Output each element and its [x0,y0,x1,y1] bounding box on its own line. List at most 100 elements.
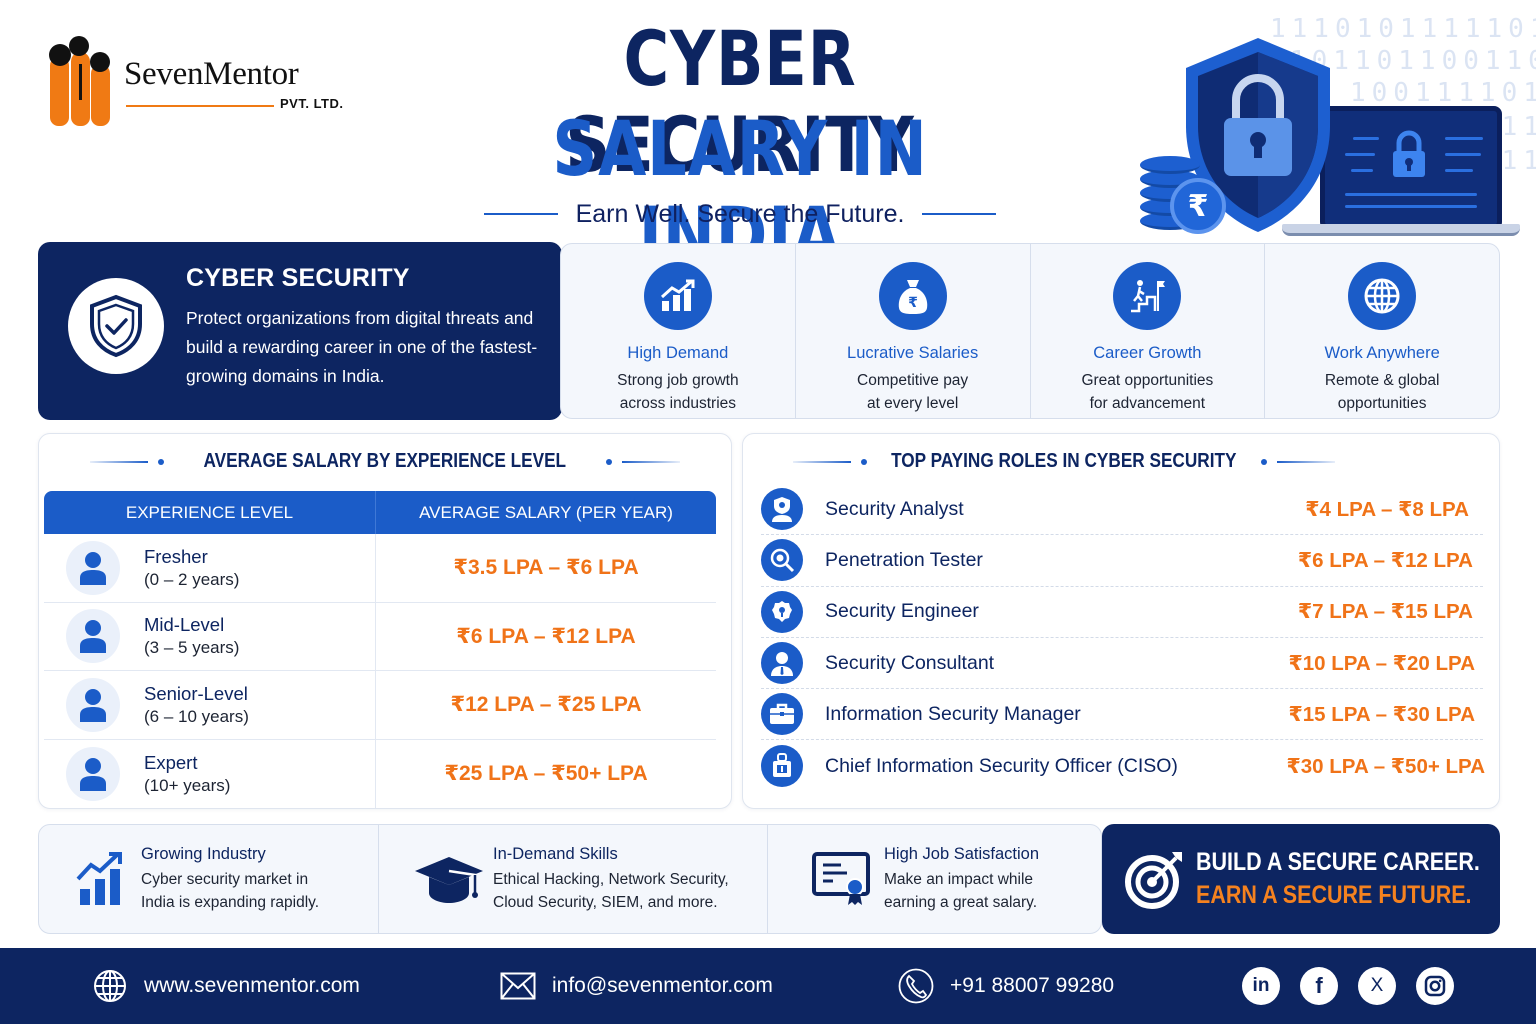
footer-website[interactable]: www.sevenmentor.com [92,948,360,1024]
column-header: AVERAGE SALARY (PER YEAR) [419,502,673,522]
footer-phone[interactable]: +91 88007 99280 [898,948,1114,1024]
brand-logo: SevenMentor PVT. LTD. [44,34,364,134]
list-item: Penetration Tester ₹6 LPA – ₹12 LPA [761,535,1483,587]
highlight-growing-industry: Growing Industry Cyber security market i… [39,825,379,933]
email-link[interactable]: info@sevenmentor.com [552,974,773,997]
column-header: EXPERIENCE LEVEL [44,491,376,534]
money-bag-icon: ₹ [878,262,947,330]
role-salary: ₹4 LPA – ₹8 LPA [1305,497,1469,521]
feature-high-demand: High Demand Strong job growth across indu… [561,244,796,418]
page-title-line1: CYBER SECURITY [565,14,915,189]
laptop-lock-icon [1320,106,1502,230]
role-salary: ₹10 LPA – ₹20 LPA [1288,651,1475,675]
role-name: Security Analyst [825,497,964,520]
list-item: Security Consultant ₹10 LPA – ₹20 LPA [761,638,1483,690]
id-badge-icon [761,745,803,788]
role-salary: ₹6 LPA – ₹12 LPA [1297,548,1473,572]
role-name: Chief Information Security Officer (CISO… [825,754,1178,777]
feature-strip: High Demand Strong job growth across indu… [560,243,1500,419]
graduation-cap-icon [405,851,493,907]
feature-desc: Strong job growth across industries [617,372,739,412]
heading-dot [158,458,165,465]
role-salary: ₹7 LPA – ₹15 LPA [1297,600,1473,624]
brand-name: SevenMentor [124,56,299,92]
feature-desc: Remote & global opportunities [1324,372,1440,412]
role-salary: ₹15 LPA – ₹30 LPA [1288,702,1475,726]
intro-text: Protect organizations from digital threa… [186,308,538,386]
globe-icon [1348,262,1417,330]
role-name: Security Engineer [825,600,979,623]
cta-banner[interactable]: BUILD A SECURE CAREER. EARN A SECURE FUT… [1102,824,1500,934]
highlight-desc: Make an impact while earning a great sala… [884,870,1038,911]
facebook-icon[interactable]: f [1300,967,1338,1005]
salary-range: ₹6 LPA – ₹12 LPA [456,624,636,648]
brand-suffix: PVT. LTD. [280,96,344,111]
heading-rule [793,460,851,463]
svg-text:₹: ₹ [908,295,918,311]
feature-desc: Great opportunities for advancement [1081,372,1214,412]
salary-range: ₹12 LPA – ₹25 LPA [450,693,642,717]
level-name: Expert [144,751,198,773]
person-icon [66,540,120,595]
highlight-desc: Ethical Hacking, Network Security, Cloud … [493,870,729,911]
magnifier-icon [761,539,803,582]
highlight-job-satisfaction: High Job Satisfaction Make an impact whi… [768,825,1101,933]
level-years: (10+ years) [144,775,231,795]
salary-range: ₹25 LPA – ₹50+ LPA [444,762,648,786]
experience-panel: AVERAGE SALARY BY EXPERIENCE LEVEL EXPER… [38,433,732,809]
feature-work-anywhere: Work Anywhere Remote & global opportuniti… [1265,244,1499,418]
table-row: Senior-Level (6 – 10 years) ₹12 LPA – ₹2… [44,671,716,740]
intro-icon-circle [68,278,164,374]
shield-check-icon [90,294,142,358]
highlight-title: High Job Satisfaction [884,844,1040,863]
career-stairs-icon [1113,262,1182,330]
instagram-icon[interactable] [1416,967,1454,1005]
cta-line2: EARN A SECURE FUTURE. [1196,881,1472,909]
heading-dot [861,458,867,465]
salary-table: EXPERIENCE LEVEL AVERAGE SALARY (PER YEA… [44,491,716,808]
logo-people-icon [44,34,114,126]
highlight-in-demand-skills: In-Demand Skills Ethical Hacking, Networ… [379,825,768,933]
badge-shield-icon [761,590,803,633]
binary-text: 1110101111101 [1270,14,1536,44]
table-row: Mid-Level (3 – 5 years) ₹6 LPA – ₹12 LPA [44,602,716,671]
shield-lock-icon [1186,38,1330,232]
cta-line1: BUILD A SECURE CAREER. [1196,848,1480,876]
feature-title: Lucrative Salaries [847,344,979,362]
logo-divider [126,105,274,107]
intro-title: CYBER SECURITY [186,264,410,292]
x-icon[interactable]: X [1358,967,1396,1005]
phone-number[interactable]: +91 88007 99280 [950,974,1115,997]
list-item: Information Security Manager ₹15 LPA – ₹… [761,689,1483,741]
salary-range: ₹3.5 LPA – ₹6 LPA [453,556,639,580]
heading-dot [1260,458,1267,465]
tagline-rule-right [922,213,997,215]
linkedin-icon[interactable]: in [1242,967,1280,1005]
analyst-shield-icon [761,488,803,531]
table-row: Fresher (0 – 2 years) ₹3.5 LPA – ₹6 LPA [44,534,716,603]
heading-rule [90,460,149,463]
list-item: Chief Information Security Officer (CISO… [761,740,1485,791]
certificate-icon [798,851,884,907]
website-link[interactable]: www.sevenmentor.com [144,974,360,997]
roles-panel: TOP PAYING ROLES IN CYBER SECURITY Secur… [742,433,1500,809]
experience-heading: AVERAGE SALARY BY EXPERIENCE LEVEL [203,450,567,472]
list-item: Security Analyst ₹4 LPA – ₹8 LPA [761,484,1483,536]
feature-title: Career Growth [1093,344,1202,362]
tagline-rule-left [483,213,558,215]
highlight-desc: Cyber security market in India is expandi… [141,870,320,911]
list-item: Security Engineer ₹7 LPA – ₹15 LPA [761,587,1483,638]
footer-email[interactable]: info@sevenmentor.com [500,948,773,1024]
heading-rule [621,460,680,463]
binary-text: 1011011001101 [1290,46,1536,76]
person-icon [66,677,120,732]
level-years: (6 – 10 years) [144,706,249,726]
highlight-title: Growing Industry [141,844,266,863]
highlight-title: In-Demand Skills [493,844,618,863]
footer: www.sevenmentor.com info@sevenmentor.com… [0,948,1536,1024]
role-name: Security Consultant [825,651,995,674]
mail-icon [500,972,536,1000]
level-name: Mid-Level [144,614,225,636]
level-years: (0 – 2 years) [144,569,240,589]
